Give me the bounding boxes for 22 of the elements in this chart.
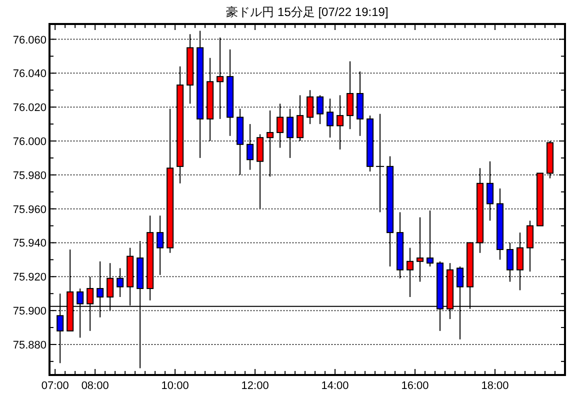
candlestick — [316, 94, 324, 125]
y-tick-label: 76.000 — [12, 136, 46, 148]
chart-title: 豪ドル円 15分足 [07/22 19:19] — [226, 5, 388, 19]
x-tick-label: 18:00 — [481, 380, 509, 392]
y-tick-label: 75.960 — [12, 204, 46, 216]
x-tick-label: 12:00 — [241, 380, 269, 392]
y-tick-label: 75.980 — [12, 170, 46, 182]
candlestick — [346, 60, 354, 130]
x-tick-label: 14:00 — [321, 380, 349, 392]
candlestick — [526, 220, 534, 272]
x-tick-label: 10:00 — [161, 380, 189, 392]
candlestick — [406, 247, 414, 298]
y-tick-label: 76.040 — [12, 68, 46, 80]
y-tick-label: 76.060 — [12, 34, 46, 46]
x-tick-label: 07:00 — [41, 380, 69, 392]
x-tick-label: 08:00 — [81, 380, 109, 392]
y-tick-label: 75.920 — [12, 272, 46, 284]
y-tick-label: 75.880 — [12, 339, 46, 352]
y-tick-label: 75.900 — [12, 306, 46, 318]
x-tick-label: 16:00 — [401, 380, 429, 392]
y-tick-label: 76.020 — [12, 102, 46, 114]
y-tick-label: 75.940 — [12, 238, 46, 250]
